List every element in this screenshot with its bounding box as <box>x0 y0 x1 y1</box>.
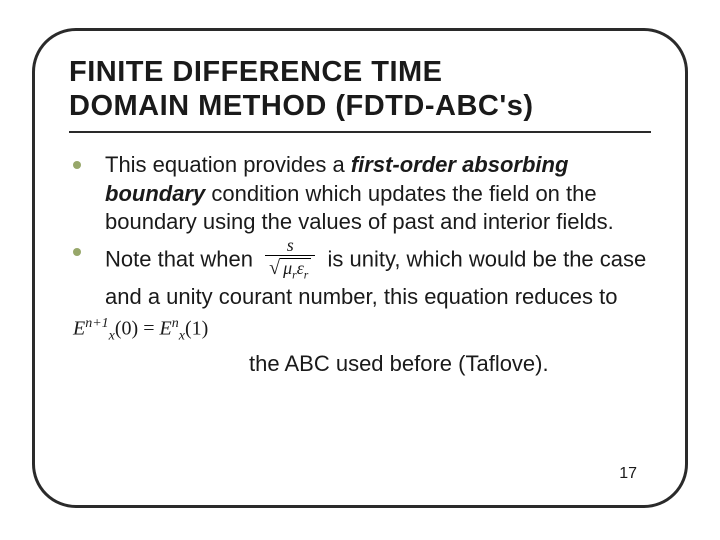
eq-E: E <box>73 318 85 340</box>
text-fragment: This equation provides a <box>105 152 351 177</box>
fraction-numerator: s <box>265 236 315 255</box>
page-number: 17 <box>619 465 637 483</box>
fraction-denominator: √ μrεr <box>265 255 315 281</box>
text-fragment: Note that when <box>105 246 259 271</box>
eq-zero: (0) = <box>115 318 160 340</box>
slide-body: This equation provides a first-order abs… <box>69 151 651 378</box>
eq-one: (1) <box>185 318 208 340</box>
epsilon-symbol: ε <box>297 258 304 278</box>
eq-E: E <box>160 318 172 340</box>
mu-symbol: μ <box>283 258 292 278</box>
tail-text: the ABC used before (Taflove). <box>249 350 651 378</box>
eq-sup-np1: n+1 <box>85 316 108 331</box>
title-line-1: FINITE DIFFERENCE TIME <box>69 56 443 88</box>
eq-sup-n: n <box>172 316 179 331</box>
bullet-item: This equation provides a first-order abs… <box>69 151 651 235</box>
equation-line: En+1x(0) = Enx(1) <box>73 315 651 346</box>
subscript-r: r <box>304 269 309 282</box>
slide-title: FINITE DIFFERENCE TIME DOMAIN METHOD (FD… <box>69 55 651 133</box>
slide-frame: FINITE DIFFERENCE TIME DOMAIN METHOD (FD… <box>32 28 688 508</box>
bullet-icon <box>73 248 81 256</box>
title-line-2: DOMAIN METHOD (FDTD-ABC's) <box>69 90 534 122</box>
radical-symbol: √ <box>269 258 280 281</box>
bullet-text: Note that when s √ μrεr is unity, which … <box>105 238 651 311</box>
fraction-expression: s √ μrεr <box>265 236 315 281</box>
bullet-text: This equation provides a first-order abs… <box>105 151 651 235</box>
bullet-item: Note that when s √ μrεr is unity, which … <box>69 238 651 311</box>
sqrt-icon: √ μrεr <box>269 258 311 281</box>
radicand: μrεr <box>280 258 311 281</box>
bullet-icon <box>73 161 81 169</box>
